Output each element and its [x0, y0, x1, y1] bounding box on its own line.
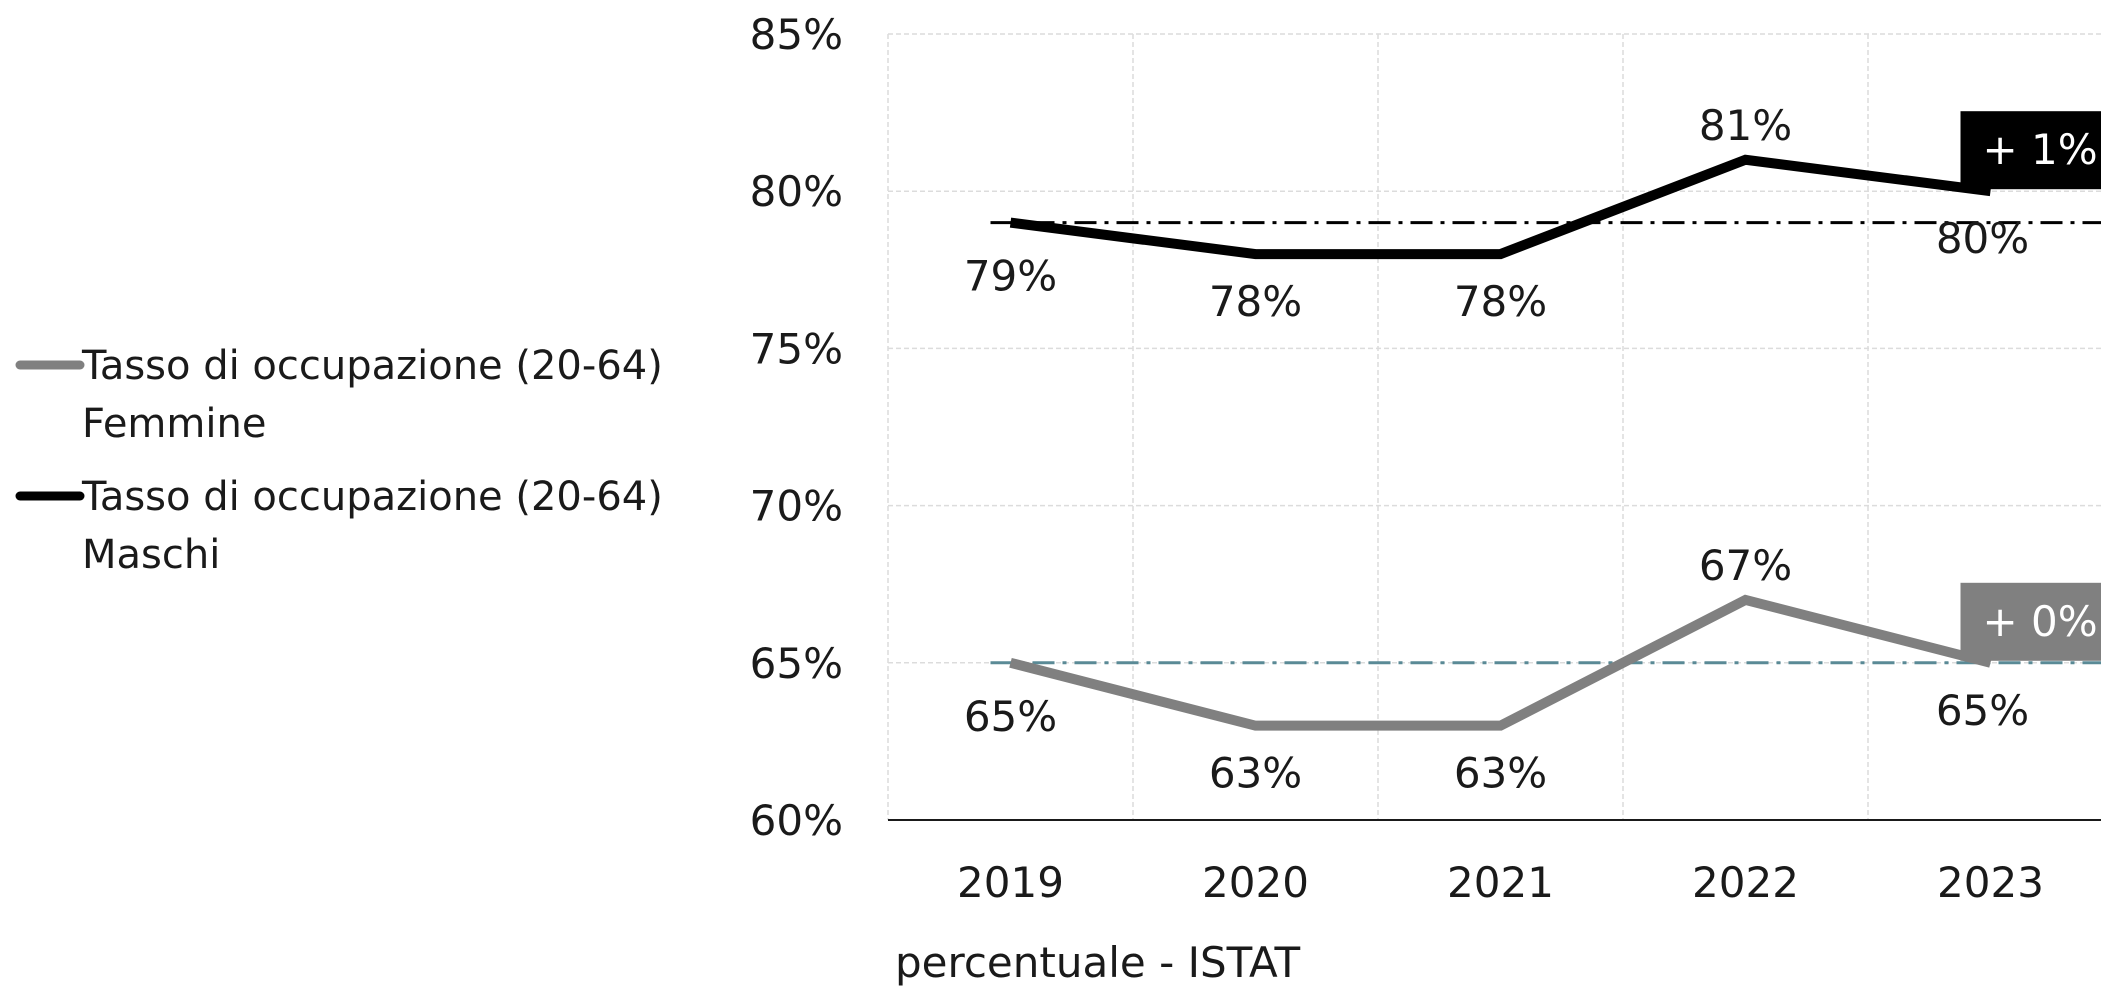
- y-tick-label: 80%: [750, 167, 843, 216]
- data-label: 80%: [1936, 214, 2029, 263]
- x-tick-label: 2022: [1692, 858, 1799, 907]
- legend: Tasso di occupazione (20-64) Femmine Tasso…: [15, 343, 663, 578]
- x-tick-label: 2021: [1447, 858, 1554, 907]
- data-label: 63%: [1454, 749, 1547, 798]
- y-tick-label: 75%: [750, 324, 843, 373]
- change-badge-text: + 0%: [1983, 597, 2098, 646]
- data-label: 79%: [964, 252, 1057, 301]
- legend-label: Femmine: [82, 401, 266, 447]
- legend-label: Maschi: [82, 532, 220, 578]
- y-tick-label: 60%: [750, 796, 843, 845]
- series-line-1: [1009, 154, 1992, 260]
- series-line-0: [1009, 594, 1992, 731]
- change-badge-0: [1960, 582, 2101, 661]
- data-label: 65%: [964, 692, 1057, 741]
- change-badge-text: + 1%: [1983, 125, 2098, 174]
- data-labels: 65% 63% 63% 67% 65% + 0% 79% 78% 78% 81% 80% + 1%: [964, 101, 2101, 798]
- legend-label: Tasso di occupazione (20-64): [81, 474, 663, 520]
- grid: [887, 33, 2101, 820]
- data-label: 67%: [1699, 541, 1792, 590]
- x-tick-label: 2019: [957, 858, 1064, 907]
- y-tick-label: 85%: [750, 10, 843, 59]
- x-axis-label: percentuale - ISTAT: [895, 938, 1300, 987]
- y-axis: 60% 65% 70% 75% 80% 85%: [750, 10, 843, 845]
- data-label: 65%: [1936, 686, 2029, 735]
- y-tick-label: 70%: [750, 482, 843, 531]
- y-tick-label: 65%: [750, 639, 843, 688]
- baselines: [990, 221, 2101, 665]
- data-label: 78%: [1454, 277, 1547, 326]
- x-tick-label: 2023: [1937, 858, 2044, 907]
- data-label: 78%: [1209, 277, 1302, 326]
- legend-label: Tasso di occupazione (20-64): [81, 343, 663, 389]
- series-lines: [1009, 154, 1992, 731]
- x-axis: 2019 2020 2021 2022 2023: [888, 819, 2101, 907]
- change-badge-1: [1960, 111, 2101, 190]
- data-label: 63%: [1209, 749, 1302, 798]
- data-label: 81%: [1699, 101, 1792, 150]
- x-tick-label: 2020: [1202, 858, 1309, 907]
